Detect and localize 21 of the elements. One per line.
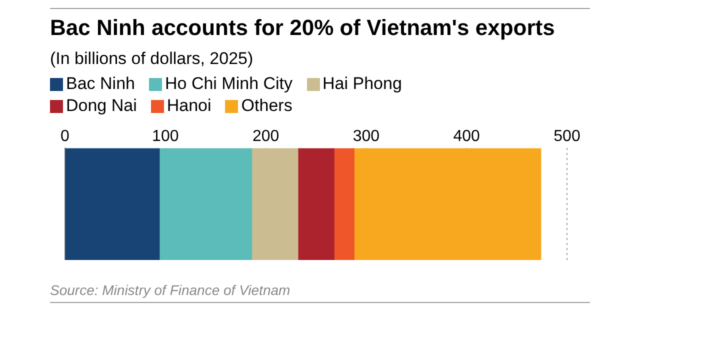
bar bbox=[298, 148, 334, 260]
bar bbox=[354, 148, 542, 260]
chart-title: Bac Ninh accounts for 20% of Vietnam's exports bbox=[50, 15, 556, 41]
x-tick-label: 500 bbox=[554, 128, 580, 146]
source-note: Source: Ministry of Finance of Vietnam bbox=[50, 282, 292, 298]
x-tick-label: 100 bbox=[152, 128, 179, 146]
bar bbox=[251, 148, 298, 260]
bar bbox=[65, 148, 160, 260]
x-tick-label: 200 bbox=[252, 128, 280, 146]
legend-label: Dong Nai bbox=[66, 96, 137, 116]
legend-label: Ho Chi Minh City bbox=[164, 74, 293, 94]
legend-label: Hai Phong bbox=[322, 74, 402, 94]
x-tick-label: 400 bbox=[453, 128, 480, 146]
legend-label: Bac Ninh bbox=[66, 74, 135, 94]
chart-subtitle: (In billions of dollars, 2025) bbox=[50, 49, 254, 69]
legend-label: Others bbox=[241, 96, 292, 116]
legend-label: Hanoi bbox=[166, 96, 212, 116]
bar bbox=[334, 148, 354, 260]
x-tick-label: 0 bbox=[60, 128, 70, 146]
x-tick-label: 300 bbox=[352, 128, 380, 146]
bar bbox=[159, 148, 252, 260]
